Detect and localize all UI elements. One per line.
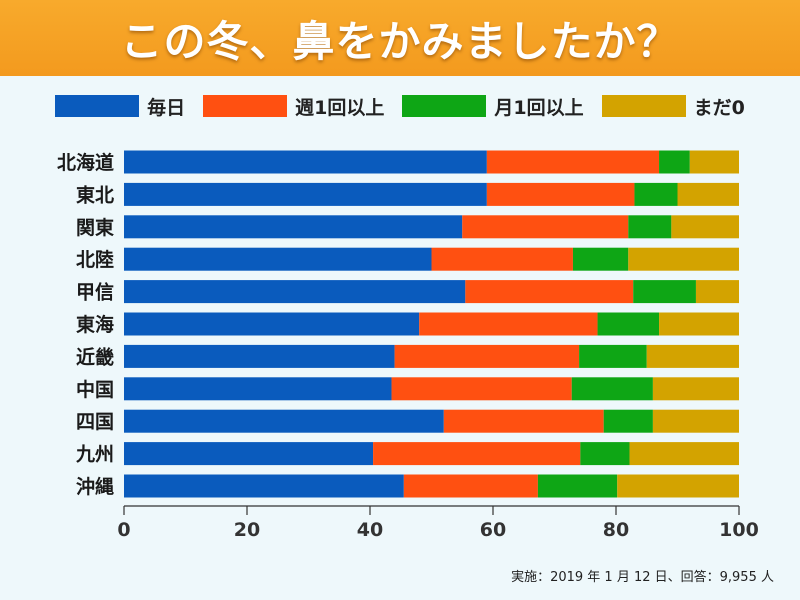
chart-title: この冬、鼻をかみましたか？ [120,16,680,66]
legend-label-none: まだ0 [693,96,745,119]
bar-segment [486,150,660,174]
category-label: 九州 [75,444,114,466]
legend-label-monthly: 月1回以上 [494,96,584,119]
category-label: 沖縄 [76,475,114,498]
legend-item-daily: 毎日 [55,93,185,120]
bar-segment [124,409,444,433]
x-tick-label: 60 [480,519,506,541]
x-tick-label: 40 [357,519,383,541]
x-tick-label: 20 [234,519,260,541]
bar-segment [659,150,690,174]
bar-segment [628,215,672,239]
legend-swatch-none [601,95,686,117]
bar-segment [403,474,538,498]
x-tick-label: 80 [603,519,629,541]
bar-segment [124,474,404,498]
legend: 毎日 週1回以上 月1回以上 まだ0 [0,90,800,122]
bar-segment [633,280,696,304]
bar-segment [465,280,634,304]
bar-segment [677,182,739,206]
bar-segment [394,344,580,368]
bar-segment [572,247,629,271]
bar-segment [659,312,739,336]
bar-segment [124,344,395,368]
legend-swatch-weekly [203,95,288,117]
x-tick-label: 100 [719,519,759,541]
bar-segment [124,215,463,239]
legend-label-daily: 毎日 [147,96,186,119]
bar-segment [124,377,392,401]
bar-segment [462,215,629,239]
category-label: 東海 [76,313,114,336]
category-label: 北海道 [57,151,114,174]
category-label: 東北 [76,183,114,206]
category-label: 近畿 [76,345,114,368]
legend-swatch-daily [55,95,140,117]
bar-segment [419,312,598,336]
bar-segment [617,474,739,498]
bar-segment [646,344,739,368]
bar-segment [373,442,581,466]
bar-segment [571,377,653,401]
x-tick-label: 0 [117,519,130,541]
category-label: 四国 [76,411,114,433]
bar-segment [124,442,374,466]
bar-segment [579,344,647,368]
legend-swatch-monthly [402,95,487,117]
bar-segment [124,280,466,304]
bar-segment [537,474,618,498]
bar-segment [486,182,635,206]
bar-segment [124,312,420,336]
bar-segment [629,442,739,466]
bar-segment [695,280,739,304]
bar-segment [671,215,739,239]
footnote: 実施：2019 年 1 月 12 日、回答：9,955 人 [511,570,774,585]
category-label: 中国 [76,378,114,401]
bar-segment [603,409,653,433]
category-label: 甲信 [76,281,114,304]
category-label: 関東 [76,216,114,239]
bar-segment [124,247,432,271]
bar-segment [652,409,739,433]
title-banner: この冬、鼻をかみましたか？ [0,0,800,76]
bar-segment [634,182,678,206]
bar-segment [431,247,573,271]
bar-segment [628,247,739,271]
legend-item-none: まだ0 [601,93,745,120]
bar-segment [391,377,572,401]
bar-segment [597,312,660,336]
bar-segment [580,442,630,466]
bar-segment [124,150,487,174]
legend-label-weekly: 週1回以上 [295,96,385,119]
legend-item-weekly: 週1回以上 [203,93,384,120]
bar-segment [443,409,604,433]
category-label: 北陸 [76,248,114,271]
bar-segment [689,150,739,174]
legend-item-monthly: 月1回以上 [402,93,584,120]
bar-segment [124,182,487,206]
bar-segment [652,377,739,401]
